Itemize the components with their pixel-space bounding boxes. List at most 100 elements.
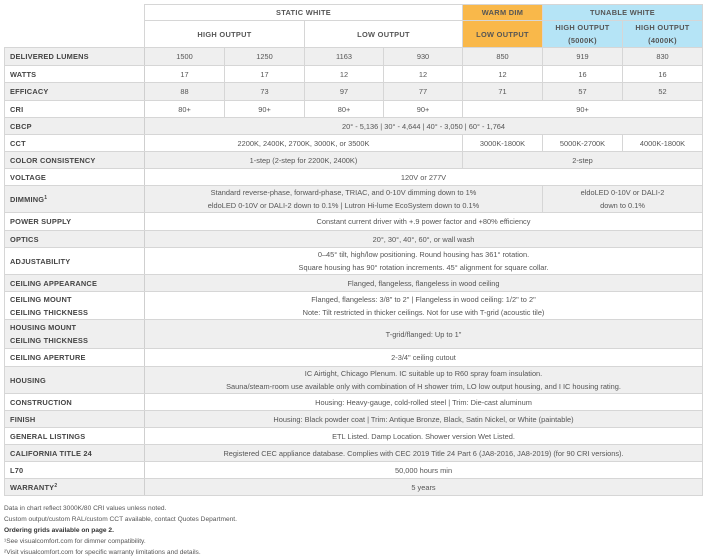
row-value: 88 bbox=[144, 82, 225, 101]
row-label-text: CEILING MOUNT CEILING THICKNESS bbox=[10, 294, 89, 317]
row-label-text: CRI bbox=[10, 104, 24, 114]
row-label-text: EFFICACY bbox=[10, 87, 49, 96]
row-value: 17 bbox=[144, 65, 225, 83]
footnotes: Data in chart reflect 3000K/80 CRI value… bbox=[4, 503, 237, 558]
table-row: COLOR CONSISTENCY 1-step (2-step for 2200… bbox=[4, 151, 704, 169]
row-label: CEILING APPEARANCE bbox=[4, 274, 145, 292]
table-row: GENERAL LISTINGS ETL Listed. Damp Locatio… bbox=[4, 427, 704, 445]
row-label-text: FINISH bbox=[10, 414, 36, 424]
row-value: 919 bbox=[542, 47, 623, 66]
header-subgroup: HIGH OUTPUT (4000K) bbox=[621, 20, 704, 48]
table-row: VOLTAGE 120V or 277V bbox=[4, 168, 704, 186]
footnote-line: Ordering grids available on page 2. bbox=[4, 527, 114, 534]
footnote-line: Data in chart reflect 3000K/80 CRI value… bbox=[4, 505, 167, 512]
row-value: 90+ bbox=[461, 100, 704, 118]
row-value: 16 bbox=[542, 65, 623, 83]
row-value: Registered CEC appliance database. Compl… bbox=[143, 444, 704, 462]
row-label: POWER SUPPLY bbox=[4, 212, 145, 231]
row-label: HOUSING bbox=[4, 366, 145, 394]
row-label-text: CEILING APPEARANCE bbox=[10, 278, 98, 288]
row-value: 16 bbox=[621, 65, 704, 83]
table-row: POWER SUPPLY Constant current driver with… bbox=[4, 212, 704, 231]
row-value: 2-3/4" ceiling cutout bbox=[143, 348, 704, 367]
row-label: DIMMING1 bbox=[4, 185, 145, 213]
row-label-text: POWER SUPPLY bbox=[10, 217, 72, 226]
row-value: Flanged, flangeless: 3/8" to 2" | Flange… bbox=[143, 291, 704, 320]
row-label-text: WARRANTY bbox=[10, 482, 55, 492]
row-value: 3000K-1800K bbox=[462, 134, 543, 152]
table-row: DIMMING1 Standard reverse-phase, forward-… bbox=[4, 185, 704, 213]
header-group-row: STATIC WHITE WARM DIM TUNABLE WHITE bbox=[4, 4, 704, 48]
row-value: Standard reverse-phase, forward-phase, T… bbox=[144, 185, 543, 213]
row-value: 1-step (2-step for 2200K, 2400K) bbox=[144, 151, 463, 169]
row-label-text: DIMMING bbox=[10, 194, 45, 204]
row-label: CALIFORNIA TITLE 24 bbox=[4, 444, 145, 462]
row-label-text: VOLTAGE bbox=[10, 172, 47, 182]
row-value: eldoLED 0-10V or DALI-2 down to 0.1% bbox=[541, 185, 704, 213]
header-subgroup: LOW OUTPUT bbox=[304, 20, 463, 48]
row-value: 2200K, 2400K, 2700K, 3000K, or 3500K bbox=[144, 134, 463, 152]
row-label: L70 bbox=[4, 461, 145, 479]
row-value: 20° - 5,136 | 30° - 4,644 | 40° - 3,050 … bbox=[143, 117, 704, 135]
row-value: 930 bbox=[383, 47, 463, 66]
row-value: ETL Listed. Damp Location. Shower versio… bbox=[143, 427, 704, 445]
table-row: CCT 2200K, 2400K, 2700K, 3000K, or 3500K 3… bbox=[4, 134, 704, 152]
header-group-static-white: STATIC WHITE bbox=[144, 4, 463, 21]
row-value: Flanged, flangeless, flangeless in wood … bbox=[143, 274, 704, 292]
row-label-text: DELIVERED LUMENS bbox=[10, 52, 89, 61]
footnote-line: ²Visit visualcomfort.com for specific wa… bbox=[4, 549, 201, 556]
row-value: T-grid/flanged: Up to 1" bbox=[143, 319, 704, 349]
row-value: Housing: Black powder coat | Trim: Antiq… bbox=[143, 410, 704, 428]
row-label-text: HOUSING MOUNT CEILING THICKNESS bbox=[10, 323, 89, 345]
row-value: 5 years bbox=[143, 478, 704, 496]
row-value: Constant current driver with +.9 power f… bbox=[143, 212, 704, 231]
row-label: CBCP bbox=[4, 117, 145, 135]
row-value: 2-step bbox=[461, 151, 704, 169]
footnote-line: Custom output/custom RAL/custom CCT avai… bbox=[4, 516, 237, 523]
specifications-table: STATIC WHITE WARM DIM TUNABLE WHITE HIGH OU… bbox=[4, 4, 704, 496]
row-label-text: CONSTRUCTION bbox=[10, 397, 72, 407]
row-value: 71 bbox=[462, 82, 543, 101]
table-row: CEILING MOUNT CEILING THICKNESS Flanged, … bbox=[4, 291, 704, 320]
footnote-marker: 1 bbox=[44, 194, 48, 201]
row-label: CEILING APERTURE bbox=[4, 348, 145, 367]
row-label: EFFICACY bbox=[4, 82, 145, 101]
row-label: CONSTRUCTION bbox=[4, 393, 145, 411]
row-label-text: ADJUSTABILITY bbox=[10, 256, 71, 266]
row-label: ADJUSTABILITY bbox=[4, 247, 145, 275]
table-row: FINISH Housing: Black powder coat | Trim:… bbox=[4, 410, 704, 428]
row-label-text: CEILING APERTURE bbox=[10, 353, 86, 362]
table-row: CEILING APERTURE 2-3/4" ceiling cutout bbox=[4, 348, 704, 367]
row-value: 73 bbox=[224, 82, 305, 101]
row-label: CCT bbox=[4, 134, 145, 152]
table-row: WATTS 17 17 12 12 12 16 16 bbox=[4, 65, 704, 83]
row-value: 0–45° tilt, high/low positioning. Round … bbox=[143, 247, 704, 275]
row-label-text: HOUSING bbox=[10, 375, 46, 385]
table-row: DELIVERED LUMENS 1500 1250 1163 930 850 919 830 bbox=[4, 47, 704, 66]
table-row: OPTICS 20°, 30°, 40°, 60°, or wall wash bbox=[4, 230, 704, 248]
footnote-marker: 2 bbox=[54, 482, 58, 489]
header-subgroup: LOW OUTPUT bbox=[462, 20, 543, 48]
row-value: 120V or 277V bbox=[143, 168, 704, 186]
row-value: 20°, 30°, 40°, 60°, or wall wash bbox=[143, 230, 704, 248]
header-group-warm-dim: WARM DIM bbox=[462, 4, 543, 21]
table-row: HOUSING IC Airtight, Chicago Plenum. IC s… bbox=[4, 366, 704, 394]
row-value: 850 bbox=[462, 47, 543, 66]
row-label-text: GENERAL LISTINGS bbox=[10, 431, 86, 441]
row-value: 12 bbox=[304, 65, 384, 83]
table-row: ADJUSTABILITY 0–45° tilt, high/low positi… bbox=[4, 247, 704, 275]
row-label: WARRANTY2 bbox=[4, 478, 145, 496]
row-label: DELIVERED LUMENS bbox=[4, 47, 145, 66]
row-label: OPTICS bbox=[4, 230, 145, 248]
row-label: CEILING MOUNT CEILING THICKNESS bbox=[4, 291, 145, 320]
row-label: CRI bbox=[4, 100, 145, 118]
header-subgroup: HIGH OUTPUT bbox=[144, 20, 305, 48]
table-row: CALIFORNIA TITLE 24 Registered CEC applia… bbox=[4, 444, 704, 462]
row-value: 1250 bbox=[224, 47, 305, 66]
row-value: 80+ bbox=[304, 100, 384, 118]
table-row: WARRANTY2 5 years bbox=[4, 478, 704, 496]
row-value: Housing: Heavy-gauge, cold-rolled steel … bbox=[143, 393, 704, 411]
row-value: 52 bbox=[621, 82, 704, 101]
row-value: 80+ bbox=[144, 100, 225, 118]
header-blank-cell bbox=[4, 4, 145, 48]
